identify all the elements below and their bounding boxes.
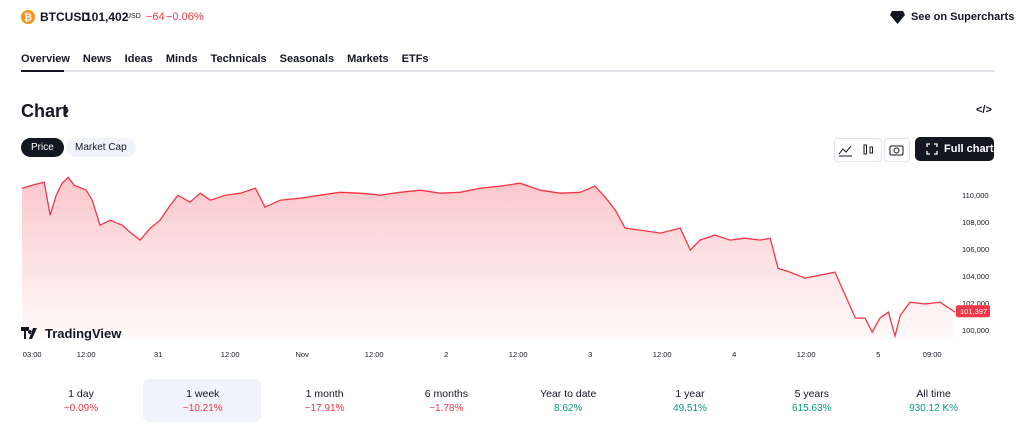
x-tick-label: 3 — [588, 350, 592, 359]
symbol: BTCUSD — [40, 10, 90, 24]
x-tick-label: Nov — [296, 350, 310, 359]
tab-bar: Overview News Ideas Minds Technicals Seasonal… — [21, 53, 429, 65]
last-price-label: 101,397 — [960, 307, 987, 316]
period-label[interactable]: 1 year — [675, 388, 705, 400]
full-chart-button[interactable] — [915, 137, 994, 161]
tab[interactable]: Seasonals — [279, 53, 335, 65]
period-change[interactable]: 8.62% — [554, 403, 583, 414]
btc-icon: ₿ — [21, 10, 35, 24]
period-label[interactable]: 1 month — [305, 388, 344, 400]
full-chart-label[interactable]: Full chart — [944, 143, 994, 155]
area-fill — [22, 177, 955, 340]
period-change[interactable]: −1.78% — [429, 403, 464, 414]
supercharts-icon[interactable] — [890, 10, 905, 24]
x-tick-label: 5 — [876, 350, 880, 359]
tab[interactable]: Markets — [347, 53, 389, 65]
x-tick-label: 09:00 — [923, 350, 942, 359]
x-tick-label: 12:00 — [221, 350, 240, 359]
last-price-tag — [956, 305, 990, 318]
period-change[interactable]: 615.63% — [792, 403, 832, 414]
x-tick-label: 12:00 — [653, 350, 672, 359]
brand: TradingView — [45, 326, 122, 341]
x-tick-label: 12:00 — [509, 350, 528, 359]
x-tick-label: 2 — [444, 350, 448, 359]
tab-divider — [21, 70, 994, 72]
currency: USD — [126, 13, 141, 20]
y-tick-label: 106,000 — [962, 245, 989, 254]
x-tick-label: 12:00 — [365, 350, 384, 359]
period-label[interactable]: 1 week — [186, 388, 220, 400]
toggle-market-cap[interactable]: Market Cap — [66, 138, 136, 157]
tab[interactable]: Technicals — [210, 53, 267, 65]
chevron[interactable]: › — [63, 100, 70, 121]
tab[interactable]: Overview — [21, 53, 70, 65]
tv-logo — [21, 327, 37, 339]
price-chart: 100,000 102,000 104,000 106,000 108,000 110,0… — [21, 176, 990, 359]
section-title[interactable]: Chart — [21, 101, 69, 121]
period-change[interactable]: 930.12 K% — [909, 403, 959, 414]
x-tick-label: 4 — [732, 350, 736, 359]
chart-style-buttons[interactable] — [834, 138, 882, 162]
snapshot-button[interactable] — [884, 138, 910, 162]
toggle-price[interactable]: Price — [21, 138, 64, 157]
period-label[interactable]: Year to date — [540, 388, 597, 400]
chart-style-icons[interactable] — [838, 142, 878, 158]
y-tick-label: 110,000 — [962, 191, 989, 200]
x-tick-label: 12:00 — [77, 350, 96, 359]
x-tick-label: 12:00 — [797, 350, 816, 359]
period-change[interactable]: −10.21% — [182, 403, 223, 414]
svg-text:₿: ₿ — [24, 12, 32, 24]
tab[interactable]: Ideas — [124, 53, 153, 65]
y-tick-label: 108,000 — [962, 218, 989, 227]
camera-icon — [889, 145, 904, 156]
period-label[interactable]: 6 months — [424, 388, 468, 400]
period-change[interactable]: −0.09% — [63, 403, 99, 414]
period-selected-bg — [143, 379, 261, 422]
period-label[interactable]: 1 day — [68, 388, 94, 400]
embed-icon[interactable]: </> — [976, 104, 992, 116]
x-tick-label: 31 — [154, 350, 162, 359]
price-line — [21, 176, 956, 339]
y-tick-label: 100,000 — [962, 326, 989, 335]
price: 101,402 — [85, 10, 129, 24]
change: −64 — [146, 11, 165, 23]
expand-icon — [926, 143, 938, 155]
period-change[interactable]: −17.91% — [304, 403, 345, 414]
supercharts-link[interactable]: See on Supercharts — [911, 11, 1015, 23]
y-tick-label: 102,000 — [962, 299, 989, 308]
y-tick-label: 104,000 — [962, 272, 989, 281]
period-label[interactable]: 5 years — [794, 388, 830, 400]
tab[interactable]: ETFs — [401, 53, 429, 65]
change-percent: −0.06% — [166, 11, 204, 23]
tab-underline — [21, 70, 64, 72]
tab[interactable]: News — [82, 53, 112, 65]
period-change[interactable]: 49.51% — [673, 403, 707, 414]
tab[interactable]: Minds — [165, 53, 198, 65]
period-label[interactable]: All time — [916, 388, 951, 400]
x-tick-label: 03:00 — [23, 350, 42, 359]
